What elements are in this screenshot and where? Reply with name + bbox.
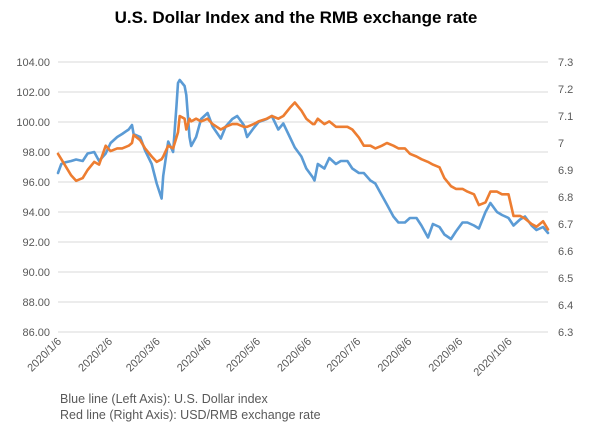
left-y-tick-label: 90.00 <box>22 267 50 279</box>
right-y-tick-label: 7 <box>558 138 564 150</box>
left-y-tick-label: 100.00 <box>16 117 50 129</box>
x-tick-label: 2020/2/6 <box>76 336 115 375</box>
right-y-tick-label: 6.7 <box>558 219 573 231</box>
right-y-tick-label: 6.3 <box>558 327 573 339</box>
series-line-usd-rmb <box>56 101 550 231</box>
left-y-tick-label: 104.00 <box>16 57 50 69</box>
series-line-dollar-index <box>56 78 550 241</box>
left-y-tick-label: 86.00 <box>22 327 50 339</box>
x-tick-label: 2020/5/6 <box>224 336 263 375</box>
x-tick-label: 2020/4/6 <box>175 336 214 375</box>
left-y-tick-label: 98.00 <box>22 147 50 159</box>
right-y-tick-label: 7.3 <box>558 57 573 69</box>
right-y-tick-label: 6.6 <box>558 246 573 258</box>
x-tick-label: 2020/9/6 <box>427 336 466 375</box>
gridlines <box>58 61 548 333</box>
x-tick-label: 2020/6/6 <box>275 336 314 375</box>
x-tick-label: 2020/3/6 <box>124 336 163 375</box>
series-layer <box>56 78 550 241</box>
x-axis: 2020/1/6 2020/2/6 2020/3/6 2020/4/6 2020/5/6… <box>25 336 514 379</box>
x-tick-label: 2020/10/6 <box>472 336 515 379</box>
x-tick-label: 2020/7/6 <box>325 336 364 375</box>
left-y-tick-label: 92.00 <box>22 237 50 249</box>
right-y-tick-label: 7.2 <box>558 84 573 96</box>
left-y-tick-label: 102.00 <box>16 87 50 99</box>
chart-title: U.S. Dollar Index and the RMB exchange r… <box>114 8 478 27</box>
left-y-tick-label: 88.00 <box>22 297 50 309</box>
right-y-tick-label: 6.8 <box>558 192 573 204</box>
left-y-tick-label: 96.00 <box>22 177 50 189</box>
left-y-tick-label: 94.00 <box>22 207 50 219</box>
blue-line-note: Blue line (Left Axis): U.S. Dollar index <box>60 392 268 406</box>
right-y-tick-label: 6.5 <box>558 273 573 285</box>
x-tick-label: 2020/1/6 <box>25 336 64 375</box>
right-y-tick-label: 7.1 <box>558 111 573 123</box>
right-y-axis: 6.3 6.4 6.5 6.6 6.7 6.8 6.9 7 7.1 7.2 7.3 <box>558 57 573 339</box>
right-y-tick-label: 6.4 <box>558 300 573 312</box>
left-y-axis: 86.00 88.00 90.00 92.00 94.00 96.00 98.00 100.0… <box>16 57 50 339</box>
red-line-note: Red line (Right Axis): USD/RMB exchange … <box>60 408 321 422</box>
right-y-tick-label: 6.9 <box>558 165 573 177</box>
x-tick-label: 2020/8/6 <box>376 336 415 375</box>
